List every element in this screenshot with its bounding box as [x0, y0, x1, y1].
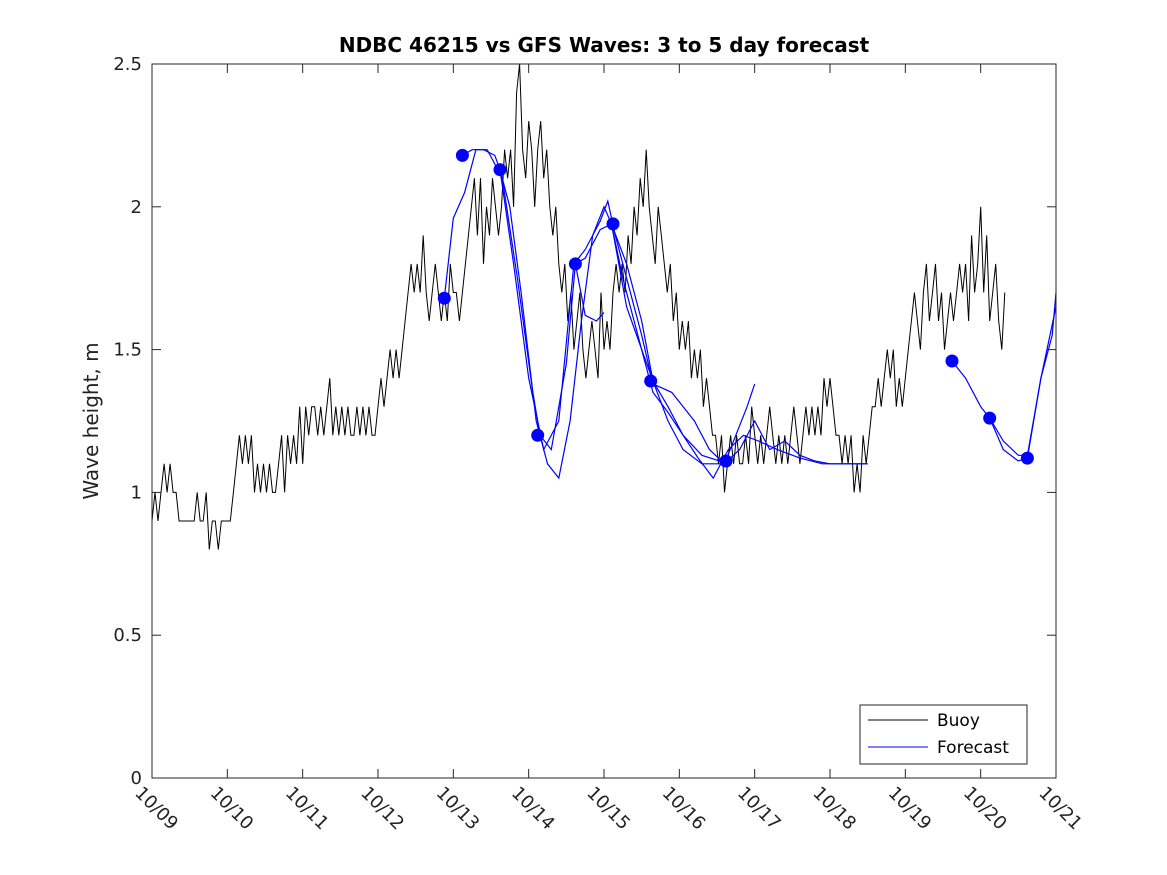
forecast-series-line-4 — [574, 263, 605, 322]
forecast-marker — [455, 148, 469, 162]
chart-title: NDBC 46215 vs GFS Waves: 3 to 5 day fore… — [339, 33, 870, 57]
y-tick-label: 0 — [131, 768, 142, 789]
legend-buoy-label: Buoy — [937, 711, 980, 731]
forecast-series-line-5 — [610, 223, 756, 465]
forecast-marker — [531, 428, 545, 442]
legend-forecast-label: Forecast — [937, 738, 1009, 758]
y-axis-label: Wave height, m — [79, 342, 103, 499]
y-tick-label: 0.5 — [113, 625, 142, 646]
forecast-marker — [983, 411, 997, 425]
forecast-marker — [644, 374, 658, 388]
buoy-series-line — [151, 63, 1006, 550]
forecast-marker — [606, 217, 620, 231]
legend: Buoy Forecast — [859, 704, 1028, 765]
forecast-marker — [493, 163, 507, 177]
series-layer — [151, 63, 1057, 550]
forecast-marker — [568, 257, 582, 271]
y-tick-label: 1.5 — [113, 340, 142, 361]
forecast-series-line-2 — [462, 149, 868, 465]
y-tick-label: 1 — [131, 482, 142, 503]
plot-area — [152, 64, 1056, 778]
y-tick-label: 2 — [131, 197, 142, 218]
forecast-marker — [719, 454, 733, 468]
legend-box — [859, 704, 1028, 765]
y-tick-label: 2.5 — [113, 54, 142, 75]
forecast-marker — [1020, 451, 1034, 465]
forecast-series-line-3 — [499, 169, 868, 480]
forecast-marker — [437, 291, 451, 305]
forecast-marker — [945, 354, 959, 368]
